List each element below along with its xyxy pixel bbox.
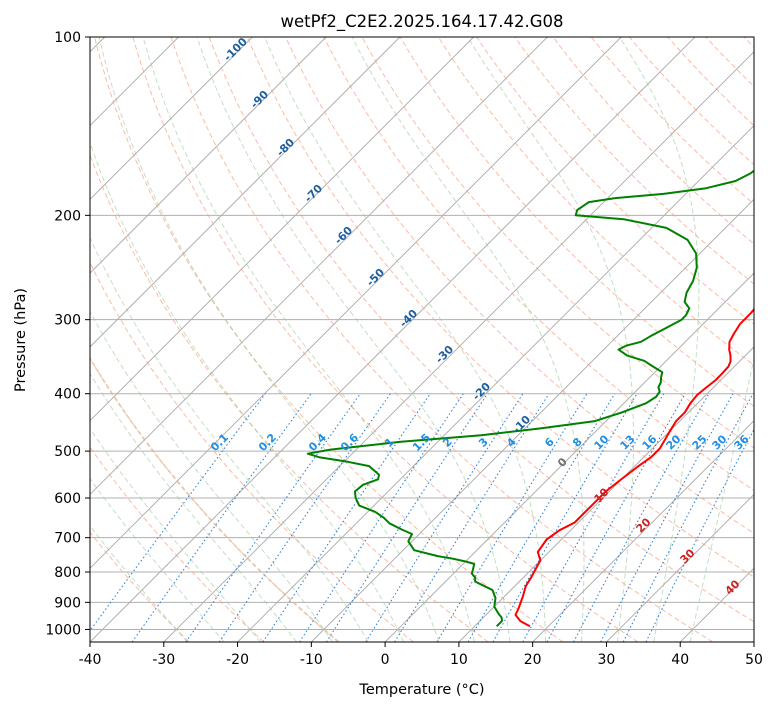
isotherm [90, 37, 696, 642]
moist-adiabat [98, 37, 440, 642]
x-tick-label: 20 [524, 652, 542, 668]
moist-adiabat [264, 37, 547, 642]
dry-adiabat [437, 37, 754, 366]
chart-title: wetPf2_C2E2.2025.164.17.42.G08 [280, 12, 563, 32]
dry-adiabat [399, 37, 754, 407]
x-tick-label: -40 [79, 652, 102, 668]
mixing-ratio-line [299, 393, 464, 642]
dry-adiabat [90, 531, 190, 642]
x-tick-label: 40 [671, 652, 689, 668]
isotherm [606, 493, 754, 642]
mixing-ratio-line [325, 393, 488, 642]
y-tick-label: 900 [54, 595, 81, 611]
y-tick-label: 400 [54, 387, 81, 403]
dry-adiabat [170, 37, 713, 642]
isotherm [90, 37, 327, 274]
dry-adiabat [629, 37, 754, 166]
mixing-ratio-line [365, 393, 524, 642]
y-tick-label: 100 [54, 30, 81, 46]
y-tick-label: 1000 [45, 622, 81, 638]
y-tick-label: 600 [54, 491, 81, 507]
temperature-profile-line [514, 307, 754, 628]
moist-adiabat [351, 37, 585, 642]
mixing-ratio-line [645, 428, 754, 642]
y-tick-label: 700 [54, 531, 81, 547]
x-tick-label: 50 [745, 652, 763, 668]
x-tick-label: 30 [598, 652, 616, 668]
plot-frame [89, 36, 755, 643]
isotherm [163, 51, 754, 642]
dry-adiabat [323, 37, 754, 492]
isotherm [90, 37, 548, 496]
moist-adiabat [142, 37, 475, 642]
y-tick-label: 300 [54, 313, 81, 329]
y-tick-label: 500 [54, 444, 81, 460]
moist-adiabat [90, 236, 369, 642]
isotherm [458, 346, 754, 642]
isotherm [90, 37, 622, 569]
y-tick-label: 200 [54, 208, 81, 224]
isotherm [90, 37, 475, 422]
moist-adiabat [90, 525, 188, 642]
mixing-ratio-line [262, 393, 431, 642]
mixing-ratio-line [573, 393, 710, 642]
dry-adiabat [361, 37, 754, 449]
isotherm [384, 272, 754, 642]
reference-adiabat [90, 356, 340, 642]
moist-adiabat [619, 37, 700, 642]
moist-adiabat [90, 141, 405, 642]
x-tick-label: 0 [381, 652, 390, 668]
mixing-ratio-line [90, 393, 266, 632]
x-tick-label: -10 [300, 652, 323, 668]
x-tick-label: -20 [226, 652, 249, 668]
mixing-ratio-line [131, 393, 312, 642]
isotherm [532, 419, 754, 642]
dry-adiabat [132, 37, 639, 642]
mixing-ratio-line [436, 393, 588, 642]
moist-adiabat [196, 37, 511, 642]
x-tick-label: -30 [152, 652, 175, 668]
mixing-ratio-line [546, 393, 686, 642]
isotherm [90, 37, 401, 348]
mixing-ratio-line [185, 393, 361, 642]
isotherm [237, 124, 754, 642]
dry-adiabat [208, 37, 754, 623]
moist-adiabat [90, 372, 297, 642]
x-axis-label: Temperature (°C) [358, 682, 484, 698]
moist-adiabat [90, 310, 333, 642]
moist-adiabat [90, 427, 261, 642]
dry-adiabat [552, 37, 754, 245]
isotherm [90, 37, 253, 201]
mixing-ratio-line [394, 393, 550, 642]
dewpoint-profile-line [306, 169, 754, 628]
y-axis-label: Pressure (hPa) [13, 288, 29, 392]
x-tick-label: 10 [450, 652, 468, 668]
y-tick-label: 800 [54, 565, 81, 581]
mixing-ratio-line [622, 393, 754, 642]
moist-adiabat [90, 477, 225, 642]
